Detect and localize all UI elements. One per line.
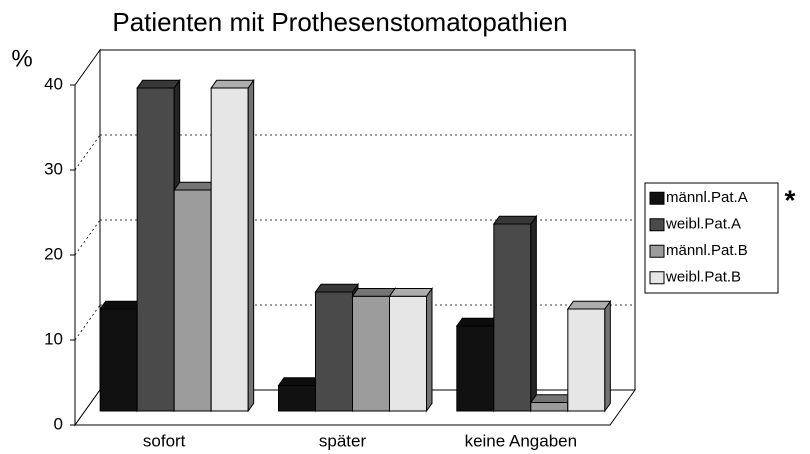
bar-group [456,325,495,412]
bar-top [173,181,218,191]
bar-group [352,295,390,412]
bar-top [492,215,538,225]
bar [278,385,316,412]
bar-top [99,300,144,310]
bar [493,223,532,412]
x-tick-label: keine Angaben [465,431,578,450]
bar-top [455,317,501,327]
legend-label: weibl.Pat.A [665,216,741,233]
bar [389,295,427,412]
bar [530,402,569,412]
y-tick-label: 40 [44,74,63,93]
bar-group [567,308,606,412]
bar-group [278,385,316,412]
bar [99,308,138,412]
annotation: * [785,184,796,215]
bar-group [210,87,249,412]
legend-swatch [649,271,665,285]
bar-top [351,288,396,297]
legend-box [644,182,779,294]
grid-line [74,134,101,171]
x-tick-label: später [319,431,367,450]
bar-side [530,214,537,413]
bar [456,325,495,412]
bar-side [247,78,255,413]
y-tick-label: 30 [44,159,63,178]
bar-group [493,223,532,412]
legend-swatch [649,191,665,205]
bar [352,295,390,412]
bar-group [530,402,569,412]
y-tick-label: 0 [54,414,63,433]
bar-group [136,87,175,412]
bar-top [277,377,322,386]
bar-top [136,79,181,89]
bar-side [604,299,611,413]
y-axis-label: % [11,45,32,72]
bar-top [210,79,255,89]
bar [567,308,606,412]
chart-title: Patienten mit Prothesenstomatopathien [112,7,567,37]
y-tick-label: 20 [44,244,63,263]
bar [315,291,353,412]
bar-group [315,291,353,412]
bar-group [173,189,212,412]
legend-label: weibl.Pat.B [665,269,741,286]
bar-top [314,283,359,293]
legend-swatch [649,218,665,232]
legend-swatch [649,244,665,258]
bar-group [99,308,138,412]
bar [136,87,175,412]
bar-group [389,295,427,412]
legend-label: männl.Pat.B [666,242,748,259]
bar [210,87,249,412]
grid-line [74,304,101,341]
grid-line [74,219,101,256]
bar-top [529,394,575,403]
bar-top [566,300,612,310]
bar-side [426,286,433,413]
x-tick-label: sofort [143,431,186,450]
bar-top [388,288,433,297]
y-tick-label: 10 [44,329,63,348]
bar [173,189,212,412]
legend-label: männl.Pat.A [666,189,748,206]
